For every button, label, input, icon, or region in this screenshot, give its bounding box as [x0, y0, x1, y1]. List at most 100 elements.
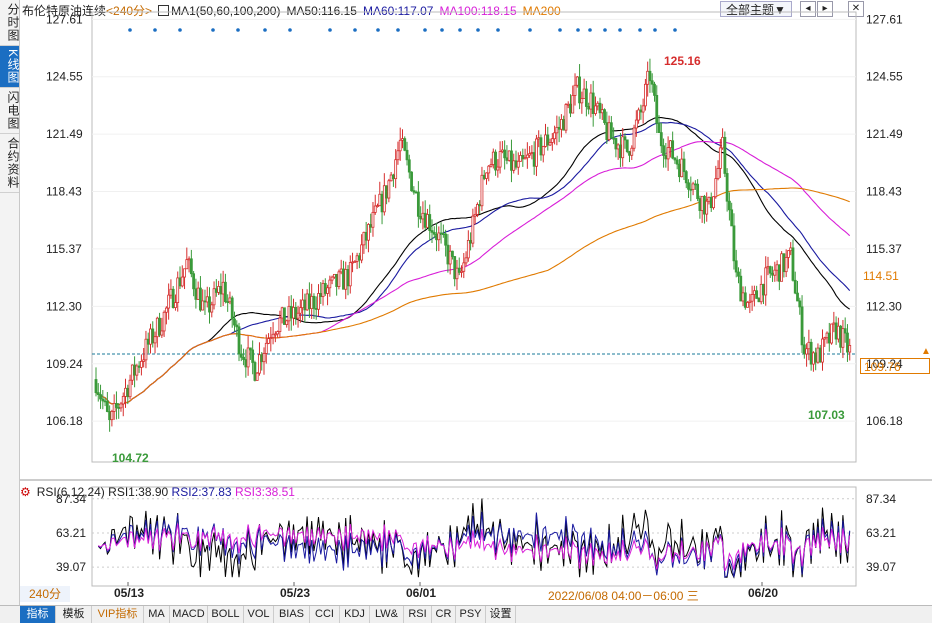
- toolbar-tab[interactable]: KDJ: [340, 606, 370, 623]
- chevron-right-icon[interactable]: ▸: [817, 1, 833, 17]
- x-tick-label: 06/01: [406, 586, 436, 600]
- event-marker-icon: [353, 28, 357, 32]
- close-icon[interactable]: ✕: [848, 1, 864, 17]
- event-marker-icon: [458, 28, 462, 32]
- toolbar-tab[interactable]: BIAS: [274, 606, 310, 623]
- toolbar-tab[interactable]: VIP指标: [92, 606, 144, 623]
- ma-settings-icon[interactable]: [158, 5, 170, 16]
- toolbar-tab[interactable]: BOLL: [208, 606, 244, 623]
- tab-time-chart[interactable]: 分时图: [0, 0, 20, 46]
- ma50-value: MA50:116.15: [286, 4, 357, 18]
- toolbar-tab[interactable]: 指标: [20, 606, 56, 623]
- candle-body: [323, 283, 327, 294]
- candle-body: [185, 259, 189, 270]
- candle-body: [353, 261, 357, 263]
- candle-body: [330, 276, 334, 281]
- candle-body: [603, 109, 606, 124]
- toolbar-tab[interactable]: 模板: [56, 606, 92, 623]
- event-marker-icon: [496, 28, 500, 32]
- candle-body: [380, 193, 384, 213]
- toolbar-tab[interactable]: 设置: [486, 606, 516, 623]
- candle-body: [777, 264, 781, 282]
- y-tick-right: 118.43: [866, 184, 902, 198]
- candle-body: [369, 224, 373, 228]
- toolbar-tab[interactable]: CR: [432, 606, 456, 623]
- candle-body: [308, 293, 311, 310]
- candle-body: [648, 70, 652, 82]
- y-tick-right: 121.49: [866, 127, 903, 141]
- candle-body: [628, 151, 631, 156]
- tab-flash-chart[interactable]: 闪电图: [0, 88, 20, 135]
- instrument-title: 布伦特原油连续: [22, 4, 107, 18]
- candle-body: [523, 157, 527, 160]
- rsi-header: ⚙ RSI(6,12,24) RSI1:38.90 RSI2:37.83 RSI3…: [20, 485, 295, 499]
- candle-body: [135, 365, 139, 376]
- event-marker-icon: [476, 28, 480, 32]
- candle-body: [746, 302, 749, 308]
- candle-body: [412, 190, 416, 193]
- period-selector[interactable]: <240分>: [106, 4, 153, 18]
- candle-body: [657, 122, 661, 133]
- candle-body: [376, 205, 379, 208]
- rsi3-line: [98, 523, 851, 572]
- candle-body: [598, 102, 602, 114]
- candle-body: [566, 103, 570, 106]
- candle-body: [816, 347, 820, 363]
- event-marker-icon: [288, 28, 292, 32]
- toolbar-tab[interactable]: CCI: [310, 606, 340, 623]
- tab-contract-info[interactable]: 合约资料: [0, 134, 20, 194]
- candle-body: [728, 200, 731, 211]
- candle-body: [698, 198, 702, 211]
- event-marker-icon: [603, 28, 607, 32]
- candle-body: [262, 353, 266, 363]
- toolbar-tab[interactable]: MA: [144, 606, 170, 623]
- candle-body: [796, 292, 799, 302]
- candle-body: [725, 173, 729, 202]
- candle-body: [680, 158, 684, 178]
- candle-body: [764, 267, 768, 296]
- candle-body: [743, 292, 747, 308]
- chart-header: 布伦特原油连续<240分> MA1(50,60,100,200) MA50:116.…: [22, 2, 567, 18]
- candle-body: [712, 196, 715, 209]
- event-marker-icon: [618, 28, 622, 32]
- candle-body: [144, 338, 148, 361]
- candle-body: [802, 344, 806, 355]
- y-tick-right: 127.61: [866, 12, 903, 26]
- candle-body: [791, 247, 795, 281]
- theme-dropdown-button[interactable]: 全部主题▼: [720, 1, 792, 17]
- ma200-price-tag: 114.51: [863, 269, 899, 283]
- event-marker-icon: [263, 28, 267, 32]
- candle-body: [103, 400, 107, 403]
- chevron-left-icon[interactable]: ◂: [800, 1, 816, 17]
- candle-body: [378, 193, 382, 207]
- candle-body: [160, 330, 164, 336]
- current-price-arrow-icon: ▲: [921, 346, 931, 357]
- toolbar-tab[interactable]: LW&: [370, 606, 404, 623]
- tab-k-line[interactable]: K线图: [0, 46, 20, 89]
- candle-body: [189, 258, 193, 275]
- candle-body: [550, 138, 554, 143]
- candle-body: [639, 109, 643, 113]
- toolbar-tab[interactable]: RSI: [404, 606, 432, 623]
- candle-body: [530, 152, 534, 154]
- candle-body: [267, 338, 270, 344]
- candle-body: [741, 292, 745, 302]
- candle-body: [310, 295, 314, 310]
- toolbar-tab[interactable]: VOL: [244, 606, 274, 623]
- candle-body: [521, 155, 525, 160]
- footer-period-label[interactable]: 240分: [20, 586, 70, 602]
- toolbar-tab[interactable]: MACD: [170, 606, 208, 623]
- candle-body: [237, 326, 241, 355]
- rsi-settings-icon[interactable]: ⚙: [20, 485, 31, 499]
- candle-body: [253, 362, 257, 381]
- candle-body: [117, 407, 121, 409]
- event-marker-icon: [396, 28, 400, 32]
- toolbar-tab[interactable]: PSY: [456, 606, 486, 623]
- candle-body: [535, 138, 538, 167]
- event-marker-icon: [423, 28, 427, 32]
- candle-body: [630, 147, 634, 156]
- candle-body: [348, 262, 352, 287]
- candle-body: [784, 257, 788, 273]
- candle-body: [192, 273, 196, 290]
